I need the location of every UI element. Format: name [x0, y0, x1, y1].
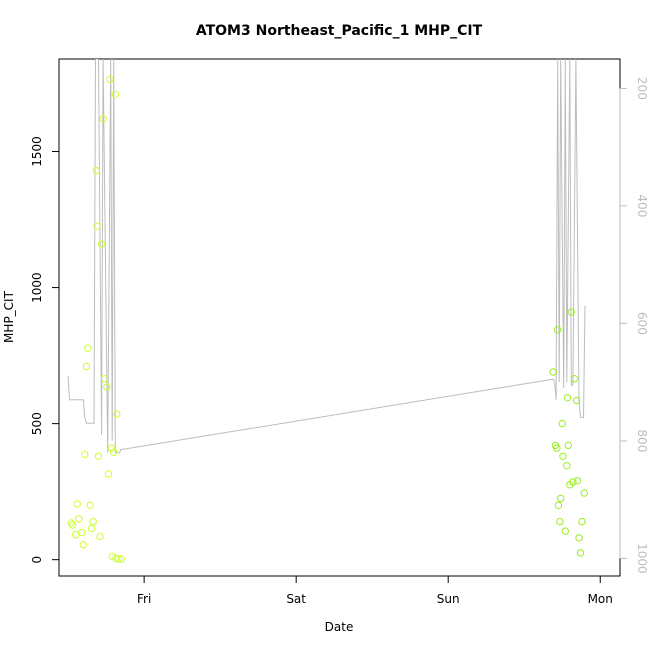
data-point: [557, 494, 565, 503]
data-point: [82, 362, 91, 371]
data-point: [89, 517, 97, 526]
data-point: [104, 470, 113, 478]
data-point: [73, 500, 81, 508]
y2-tick-label: 400: [635, 194, 649, 217]
data-point: [99, 115, 107, 123]
data-point: [573, 477, 582, 485]
data-point: [580, 489, 588, 497]
x-axis-title: Date: [325, 620, 354, 634]
chart-marks: Fri Sat Sun Mon 0 500 1000 1500 200 400 600 800 1000: [30, 59, 649, 606]
data-point: [561, 527, 569, 535]
data-point: [573, 396, 581, 405]
y2-tick-label: 600: [635, 312, 649, 335]
data-point: [578, 517, 586, 526]
data-point: [569, 478, 577, 486]
x-tick-label: Mon: [588, 592, 613, 606]
data-point: [556, 517, 564, 526]
data-point: [110, 448, 118, 456]
data-point: [79, 541, 88, 549]
x-tick-label: Sun: [437, 592, 460, 606]
data-point: [558, 419, 566, 428]
data-point: [575, 534, 583, 542]
data-point: [84, 344, 92, 352]
data-point: [93, 222, 101, 231]
data-point: [554, 326, 562, 334]
depth-profile-line: [67, 59, 586, 454]
data-point: [114, 555, 123, 563]
data-point: [97, 240, 106, 248]
data-point: [559, 452, 567, 460]
data-point: [100, 375, 109, 383]
data-point: [117, 555, 126, 563]
data-point: [96, 532, 104, 541]
data-point: [103, 383, 111, 391]
data-point: [69, 521, 77, 529]
chart-title: ATOM3 Northeast_Pacific_1 MHP_CIT: [196, 23, 483, 39]
data-point: [111, 90, 120, 99]
y2-tick-label: 200: [635, 77, 649, 100]
data-point: [563, 394, 572, 402]
data-point: [67, 519, 75, 527]
y-axis-title: MHP_CIT: [2, 290, 16, 343]
data-point: [570, 375, 579, 383]
data-point: [86, 501, 94, 509]
data-point: [88, 524, 96, 533]
data-point: [564, 441, 572, 450]
data-point: [554, 501, 563, 509]
data-point: [72, 530, 80, 539]
data-point: [106, 75, 114, 84]
data-point: [113, 410, 121, 418]
data-point: [553, 444, 561, 452]
data-point: [107, 444, 116, 452]
data-point: [108, 552, 116, 561]
data-point: [563, 462, 571, 470]
y-tick-label: 1000: [30, 272, 44, 303]
data-point: [567, 308, 575, 316]
y-tick-label: 1500: [30, 136, 44, 167]
y2-tick-label: 1000: [635, 543, 649, 574]
data-point: [549, 368, 557, 376]
plot-frame: [58, 58, 621, 577]
data-point: [75, 515, 83, 523]
y2-tick-label: 800: [635, 429, 649, 452]
y-tick-label: 0: [30, 556, 44, 564]
data-point: [78, 528, 86, 537]
x-tick-label: Fri: [137, 592, 151, 606]
data-point: [81, 450, 89, 459]
x-tick-label: Sat: [286, 592, 306, 606]
data-point: [576, 549, 585, 557]
data-point: [94, 452, 103, 460]
data-point: [92, 166, 100, 175]
y-tick-label: 500: [30, 412, 44, 435]
